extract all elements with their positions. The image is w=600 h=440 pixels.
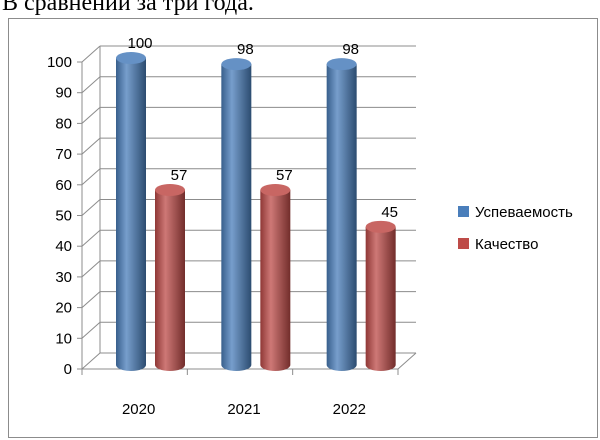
y-tick-label: 20 bbox=[55, 300, 72, 317]
data-label: 100 bbox=[127, 35, 152, 52]
y-tick-label: 100 bbox=[47, 54, 72, 71]
gridline-slant bbox=[81, 107, 101, 124]
gridline-slant bbox=[81, 291, 101, 308]
bar-body bbox=[155, 190, 185, 371]
gridline-slant bbox=[81, 229, 101, 247]
bar-cap bbox=[116, 52, 146, 64]
bar-body bbox=[326, 64, 357, 371]
y-tick-label: 0 bbox=[64, 361, 72, 378]
bar-kachestvo-2022 bbox=[365, 220, 396, 371]
legend-swatch bbox=[458, 206, 469, 217]
legend-swatch bbox=[458, 238, 469, 249]
y-tick-label: 60 bbox=[55, 177, 72, 194]
legend-label: Качество bbox=[475, 236, 538, 253]
gridline-slant bbox=[81, 260, 101, 278]
chart-frame bbox=[8, 18, 598, 438]
y-tick-label: 90 bbox=[55, 85, 72, 102]
y-tick-label: 30 bbox=[55, 269, 72, 286]
bar-uspevaemost-2020 bbox=[116, 52, 146, 371]
page-title: В сравнении за три года. bbox=[2, 0, 254, 16]
gridline-slant bbox=[81, 199, 101, 216]
bar-uspevaemost-2021 bbox=[221, 58, 252, 371]
gridline-slant bbox=[81, 352, 101, 370]
bar-cap bbox=[365, 220, 396, 233]
bar-kachestvo-2021 bbox=[260, 184, 291, 371]
data-label: 98 bbox=[237, 41, 254, 58]
y-tick-label: 10 bbox=[55, 330, 72, 347]
data-label: 57 bbox=[171, 167, 188, 184]
bar-kachestvo-2020 bbox=[155, 184, 185, 371]
y-tick-label: 70 bbox=[55, 146, 72, 163]
bar-cap bbox=[155, 184, 185, 197]
bar-uspevaemost-2022 bbox=[326, 58, 357, 371]
data-label: 45 bbox=[381, 204, 398, 221]
y-tick-label: 50 bbox=[55, 208, 72, 225]
legend-label: Успеваемость bbox=[475, 204, 573, 221]
gridline-slant bbox=[81, 76, 101, 94]
bar-cap bbox=[326, 58, 357, 71]
bar-body bbox=[116, 58, 146, 371]
bar-cap bbox=[221, 58, 252, 71]
y-tick-label: 80 bbox=[55, 115, 72, 132]
data-label: 98 bbox=[342, 41, 359, 58]
bar-body bbox=[221, 64, 252, 371]
x-tick-label: 2021 bbox=[227, 401, 260, 418]
y-tick-label: 40 bbox=[55, 238, 72, 255]
gridline-slant bbox=[81, 137, 101, 155]
gridline-slant bbox=[81, 321, 101, 339]
x-tick-label: 2022 bbox=[333, 401, 366, 418]
x-tick-label: 2020 bbox=[122, 401, 155, 418]
floor-right-edge bbox=[397, 352, 417, 370]
bar-body bbox=[365, 226, 396, 371]
bar-cap bbox=[260, 184, 291, 197]
gridline-slant bbox=[81, 45, 101, 63]
gridline-slant bbox=[81, 168, 101, 186]
bar-body bbox=[260, 190, 291, 371]
data-label: 57 bbox=[276, 167, 293, 184]
